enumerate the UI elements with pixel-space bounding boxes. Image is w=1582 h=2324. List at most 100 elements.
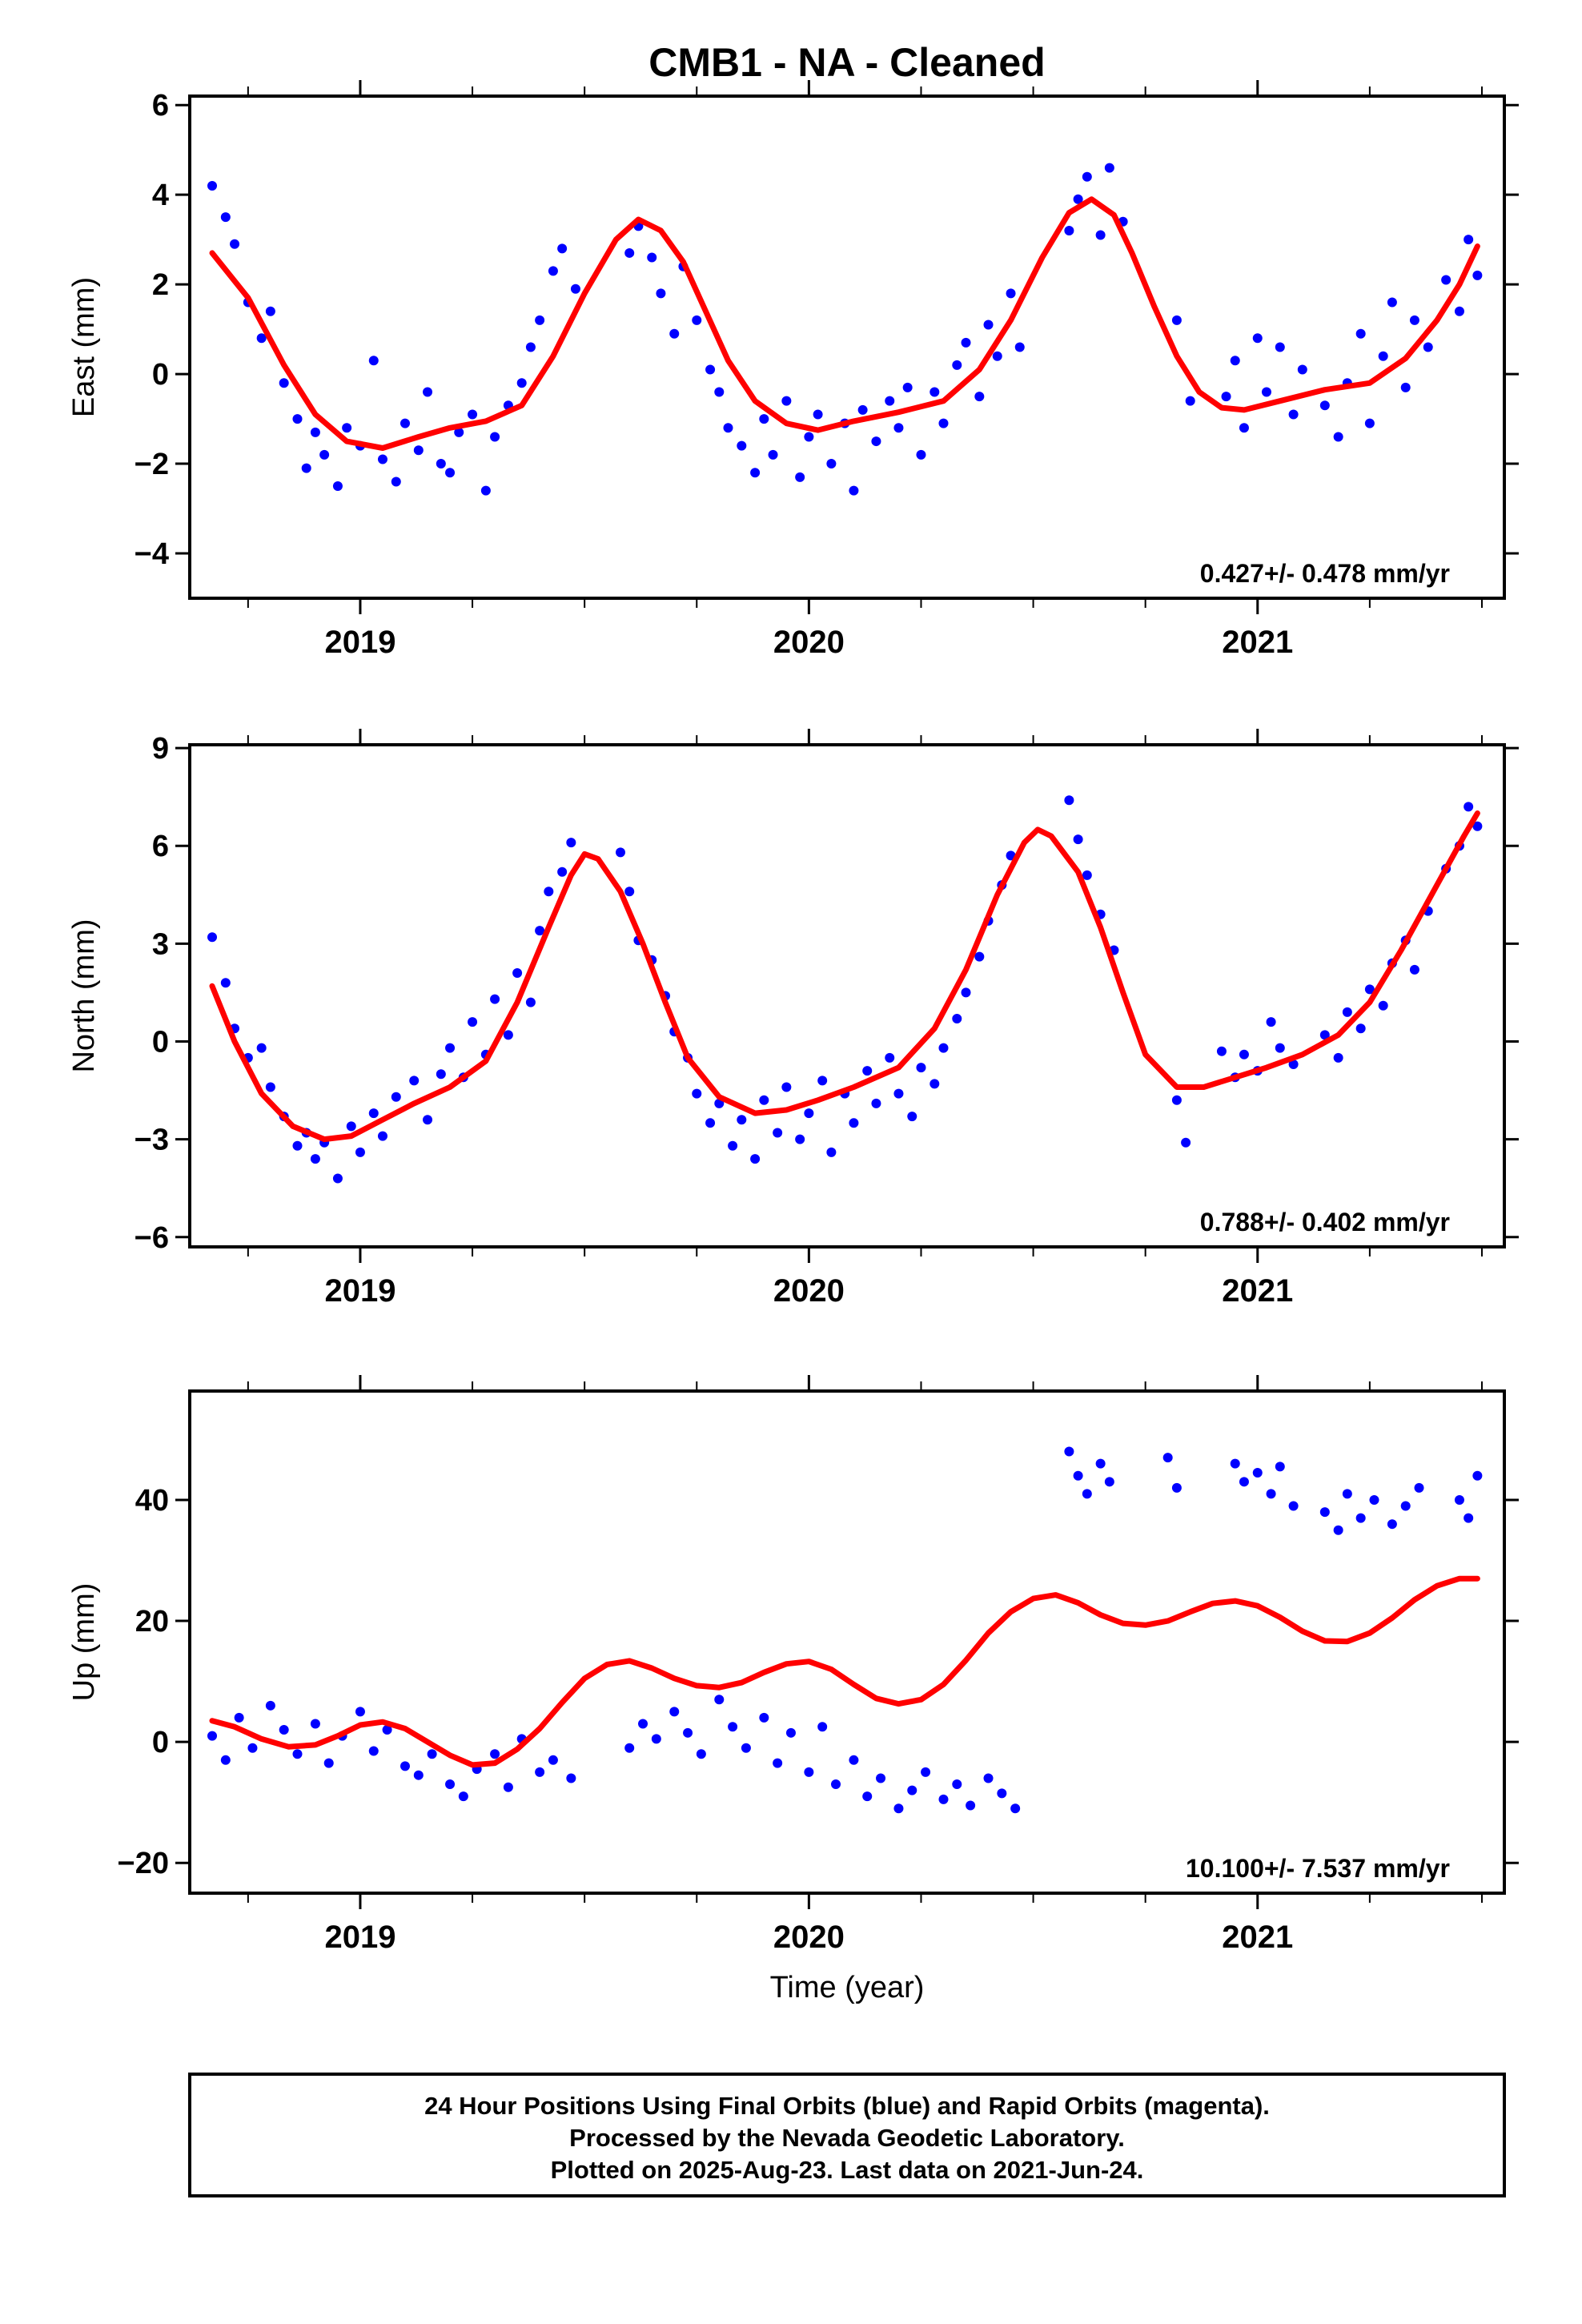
data-point bbox=[826, 1147, 837, 1157]
data-point bbox=[952, 1779, 962, 1790]
data-point bbox=[1239, 423, 1249, 433]
data-point bbox=[265, 306, 275, 316]
data-point bbox=[656, 288, 666, 299]
data-point bbox=[310, 1719, 320, 1729]
data-point bbox=[723, 423, 733, 433]
data-point bbox=[817, 1722, 828, 1732]
data-point bbox=[961, 987, 971, 998]
data-point bbox=[1216, 1046, 1227, 1056]
data-point bbox=[871, 1098, 881, 1108]
data-point bbox=[1409, 315, 1419, 325]
data-point bbox=[207, 1731, 218, 1741]
y-tick-label: −2 bbox=[135, 448, 169, 481]
data-point bbox=[548, 266, 558, 276]
data-point bbox=[400, 1761, 410, 1771]
model-fit-line bbox=[209, 1575, 1480, 1768]
x-tick-label: 2020 bbox=[773, 625, 845, 660]
data-point bbox=[624, 887, 635, 897]
data-point bbox=[966, 1800, 976, 1811]
data-point bbox=[759, 1712, 769, 1723]
data-point bbox=[1095, 230, 1106, 240]
data-point bbox=[1333, 432, 1343, 442]
data-point bbox=[916, 1063, 926, 1073]
data-point bbox=[490, 432, 500, 442]
data-point bbox=[961, 337, 971, 348]
y-tick-label: 0 bbox=[152, 1726, 169, 1759]
data-point bbox=[525, 997, 536, 1007]
data-point bbox=[849, 1118, 859, 1128]
data-point bbox=[1064, 795, 1074, 806]
data-point bbox=[1171, 1482, 1182, 1493]
data-point bbox=[907, 1112, 917, 1122]
y-axis-label: Up (mm) bbox=[67, 1583, 101, 1702]
data-point bbox=[785, 1727, 796, 1738]
data-point bbox=[1441, 275, 1452, 285]
data-point bbox=[458, 1791, 468, 1802]
data-point bbox=[817, 1076, 828, 1086]
data-point bbox=[1333, 1052, 1343, 1063]
data-point bbox=[1288, 1059, 1299, 1069]
data-point bbox=[346, 1121, 356, 1132]
data-point bbox=[490, 1749, 500, 1759]
data-point bbox=[974, 392, 985, 402]
data-point bbox=[1104, 163, 1114, 173]
data-point bbox=[826, 459, 837, 469]
data-point bbox=[1181, 1137, 1191, 1148]
data-point bbox=[921, 1767, 931, 1777]
figure-title: CMB1 - NA - Cleaned bbox=[648, 40, 1045, 85]
data-point bbox=[1266, 1489, 1276, 1499]
data-point bbox=[862, 1066, 873, 1076]
data-point bbox=[377, 454, 387, 464]
data-point bbox=[983, 1773, 994, 1783]
data-point bbox=[997, 1788, 1007, 1799]
data-point bbox=[983, 320, 994, 330]
data-point bbox=[849, 1755, 859, 1765]
data-point bbox=[624, 1743, 635, 1753]
data-point bbox=[696, 1749, 706, 1759]
data-point bbox=[1239, 1049, 1249, 1059]
data-point bbox=[647, 252, 657, 263]
data-point bbox=[893, 1803, 904, 1814]
data-point bbox=[1266, 1017, 1276, 1027]
y-tick-label: 6 bbox=[152, 830, 169, 863]
data-point bbox=[310, 427, 320, 437]
data-point bbox=[1230, 356, 1240, 366]
data-point bbox=[332, 1173, 343, 1184]
data-point bbox=[1409, 964, 1419, 975]
data-point bbox=[544, 887, 554, 897]
x-tick-label: 2020 bbox=[773, 1920, 845, 1955]
data-point bbox=[804, 432, 814, 442]
data-point bbox=[624, 247, 635, 258]
data-point bbox=[773, 1128, 783, 1138]
data-point bbox=[1319, 1030, 1330, 1040]
footer-line-1: 24 Hour Positions Using Final Orbits (bl… bbox=[424, 2092, 1270, 2120]
data-point bbox=[938, 1043, 949, 1053]
data-point bbox=[683, 1727, 693, 1738]
x-tick-label: 2021 bbox=[1222, 1920, 1293, 1955]
data-point bbox=[871, 436, 881, 447]
data-point bbox=[445, 1043, 456, 1053]
rate-annotation: 10.100+/- 7.537 mm/yr bbox=[1186, 1854, 1450, 1883]
data-point bbox=[342, 423, 352, 433]
data-point bbox=[230, 239, 240, 249]
data-point bbox=[535, 1767, 545, 1777]
data-point bbox=[781, 1082, 792, 1092]
data-point bbox=[692, 1088, 702, 1099]
data-point bbox=[669, 328, 680, 339]
data-point bbox=[669, 1707, 680, 1717]
data-point bbox=[436, 1069, 446, 1080]
data-point bbox=[445, 1779, 456, 1790]
data-point bbox=[535, 315, 545, 325]
data-point bbox=[468, 409, 478, 420]
x-tick-label: 2021 bbox=[1222, 1273, 1293, 1309]
data-point bbox=[1454, 306, 1464, 316]
data-point bbox=[1073, 194, 1083, 204]
data-point bbox=[1378, 351, 1388, 361]
data-point bbox=[427, 1749, 437, 1759]
x-tick-label: 2019 bbox=[324, 1273, 396, 1309]
up-panel: 2019 2020 2021 −20 0 20 40 Up (mm) Time (year) 10… bbox=[67, 1375, 1519, 2004]
y-tick-label: −20 bbox=[118, 1847, 169, 1880]
data-point bbox=[480, 485, 491, 496]
x-tick-label: 2020 bbox=[773, 1273, 845, 1309]
data-point bbox=[292, 414, 303, 424]
